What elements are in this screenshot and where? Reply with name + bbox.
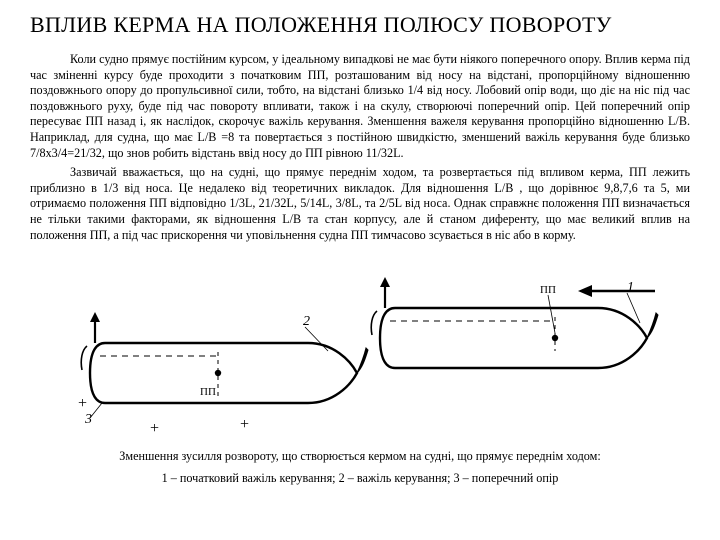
ship-diagram: ПП1ПП23+++ — [50, 253, 670, 443]
paragraph-1: Коли судно прямує постійним курсом, у ід… — [30, 52, 690, 161]
paragraph-2: Зазвичай вважається, що на судні, що пря… — [30, 165, 690, 243]
figure-caption-line2: 1 – початковий важіль керування; 2 – важ… — [30, 471, 690, 487]
svg-text:3: 3 — [84, 412, 92, 427]
svg-text:ПП: ПП — [200, 386, 216, 398]
svg-text:ПП: ПП — [540, 284, 556, 296]
svg-text:+: + — [240, 416, 249, 433]
figure-caption-line1: Зменшення зусилля розвороту, що створюєт… — [30, 449, 690, 465]
svg-text:+: + — [150, 420, 159, 437]
svg-text:2: 2 — [303, 314, 310, 329]
page-title: ВПЛИВ КЕРМА НА ПОЛОЖЕННЯ ПОЛЮСУ ПОВОРОТУ — [30, 12, 690, 38]
figure: ПП1ПП23+++ — [30, 253, 690, 443]
svg-text:1: 1 — [627, 280, 634, 295]
svg-text:+: + — [78, 395, 87, 412]
